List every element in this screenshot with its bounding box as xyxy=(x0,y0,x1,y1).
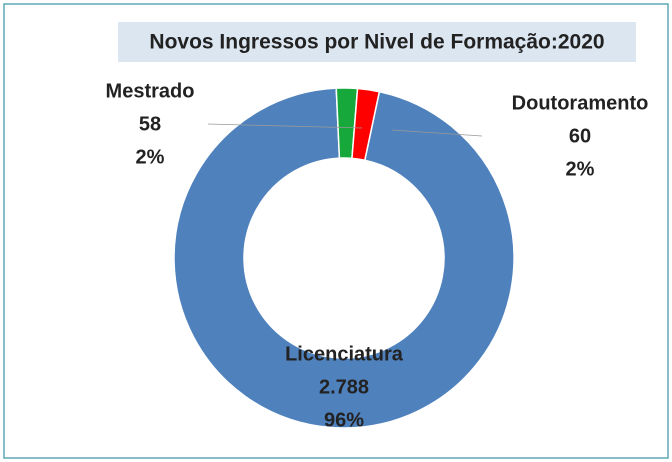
data-label-name: Licenciatura xyxy=(285,343,404,365)
chart-title: Novos Ingressos por Nivel de Formação:20… xyxy=(149,31,604,54)
leader-line xyxy=(207,123,363,129)
data-label-value: 58 xyxy=(139,113,161,135)
data-label-name: Doutoramento xyxy=(512,92,649,114)
data-label-value: 2.788 xyxy=(319,376,369,398)
donut-slice xyxy=(351,87,381,162)
donut-slice xyxy=(173,87,515,429)
data-label-value: 60 xyxy=(569,125,591,147)
title-box xyxy=(118,22,636,62)
data-label-name: Mestrado xyxy=(106,80,195,102)
data-label-percent: 96% xyxy=(324,409,364,431)
leader-line xyxy=(391,129,483,137)
data-label-percent: 2% xyxy=(136,146,165,168)
data-label-percent: 2% xyxy=(566,158,595,180)
